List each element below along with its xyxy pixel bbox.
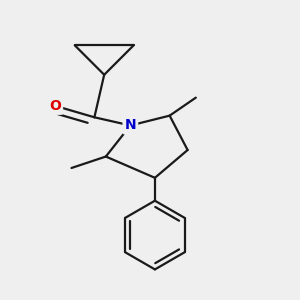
Text: O: O <box>49 99 61 113</box>
Text: N: N <box>124 118 136 133</box>
